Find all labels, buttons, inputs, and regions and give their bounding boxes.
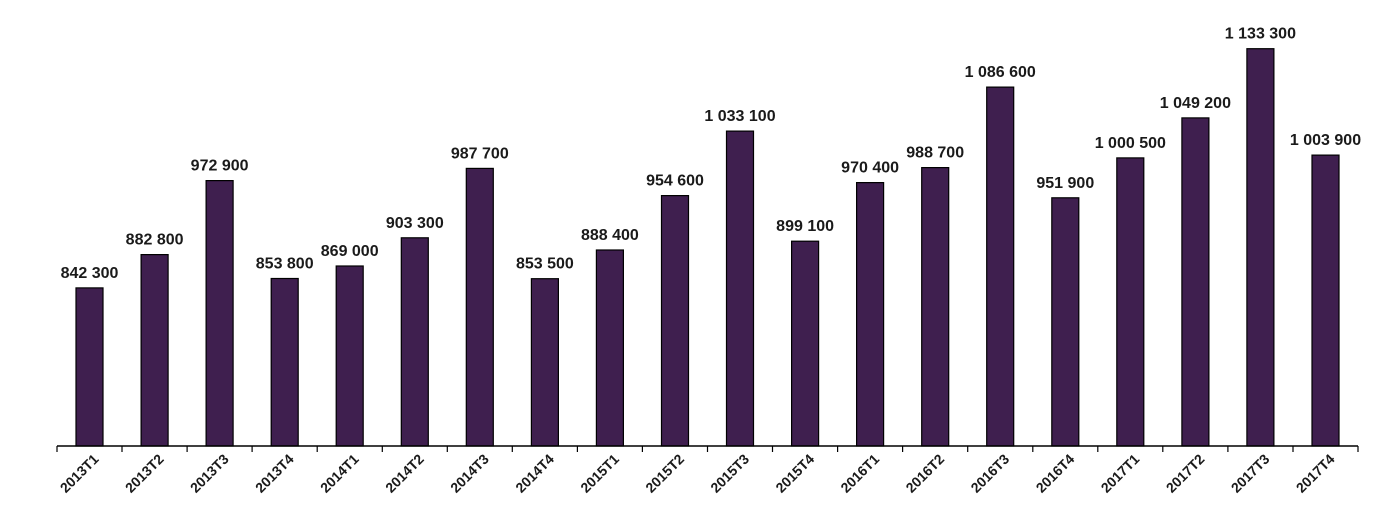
value-label-2014T3: 987 700 — [451, 145, 509, 162]
x-tick-label-2016T4: 2016T4 — [1033, 451, 1078, 496]
bar-2015T1 — [595, 249, 625, 447]
x-ticks-group — [56, 446, 1359, 452]
x-tick-label-2014T2: 2014T2 — [382, 451, 427, 496]
bar-2016T3 — [986, 86, 1015, 447]
value-label-2015T2: 954 600 — [646, 173, 704, 190]
x-tick-label-2015T3: 2015T3 — [707, 451, 752, 496]
bar-2014T2 — [400, 237, 429, 447]
value-label-2016T4: 951 900 — [1036, 175, 1094, 192]
x-tick-label-2017T4: 2017T4 — [1293, 451, 1338, 496]
value-label-2013T2: 882 800 — [126, 232, 184, 249]
bar-2017T2 — [1181, 117, 1210, 447]
x-tick-label-2017T1: 2017T1 — [1098, 451, 1143, 496]
x-tick-label-2015T1: 2015T1 — [577, 451, 622, 496]
x-tick-label-2015T4: 2015T4 — [772, 451, 817, 496]
bar-2013T1 — [75, 287, 104, 447]
bar-2014T3 — [465, 167, 494, 447]
value-label-2013T1: 842 300 — [61, 265, 119, 282]
value-labels-group: 842 300 882 800 972 900 853 800 869 000 903 3… — [61, 26, 1362, 282]
x-tick-label-2017T3: 2017T3 — [1228, 451, 1273, 496]
bar-2014T4 — [530, 278, 560, 447]
x-tick-label-2014T4: 2014T4 — [512, 451, 557, 496]
bar-2017T3 — [1246, 48, 1275, 447]
value-label-2013T3: 972 900 — [191, 158, 249, 175]
value-label-2014T1: 869 000 — [321, 243, 379, 260]
bar-2015T3 — [725, 130, 755, 447]
x-tick-label-2016T3: 2016T3 — [967, 451, 1012, 496]
bar-2015T4 — [790, 240, 820, 447]
value-label-2015T1: 888 400 — [581, 227, 639, 244]
x-tick-label-2017T2: 2017T2 — [1163, 451, 1208, 496]
value-label-2015T4: 899 100 — [776, 218, 834, 235]
x-tick-label-2013T3: 2013T3 — [187, 451, 232, 496]
bars-group — [75, 48, 1340, 447]
x-tick-labels-group: 2013T1 2013T2 2013T3 2013T4 2014T1 2014T2 2014… — [57, 451, 1338, 496]
x-tick-label-2013T2: 2013T2 — [122, 451, 167, 496]
value-label-2017T2: 1 049 200 — [1160, 95, 1231, 112]
value-label-2014T4: 853 500 — [516, 256, 574, 273]
x-tick-label-2015T2: 2015T2 — [642, 451, 687, 496]
value-label-2013T4: 853 800 — [256, 256, 314, 273]
bar-2013T3 — [205, 180, 234, 447]
x-tick-label-2013T1: 2013T1 — [57, 451, 102, 496]
value-label-2014T2: 903 300 — [386, 215, 444, 232]
value-label-2015T3: 1 033 100 — [704, 108, 775, 125]
bar-2017T4 — [1311, 154, 1340, 447]
bar-2013T2 — [140, 254, 169, 447]
bar-2013T4 — [270, 277, 299, 447]
value-label-2017T1: 1 000 500 — [1095, 135, 1166, 152]
value-label-2017T3: 1 133 300 — [1225, 26, 1296, 43]
bar-2016T4 — [1051, 197, 1080, 447]
value-label-2016T3: 1 086 600 — [965, 64, 1036, 81]
bar-2014T1 — [335, 265, 364, 447]
bar-2016T2 — [921, 167, 950, 447]
value-label-2017T4: 1 003 900 — [1290, 132, 1361, 149]
x-tick-label-2016T1: 2016T1 — [837, 451, 882, 496]
bar-2016T1 — [855, 182, 885, 447]
value-label-2016T2: 988 700 — [906, 145, 964, 162]
x-tick-label-2013T4: 2013T4 — [252, 451, 297, 496]
x-tick-label-2016T2: 2016T2 — [902, 451, 947, 496]
bar-2015T2 — [660, 195, 690, 447]
value-label-2016T1: 970 400 — [841, 160, 899, 177]
bar-2017T1 — [1116, 157, 1145, 447]
x-tick-label-2014T3: 2014T3 — [447, 451, 492, 496]
x-tick-label-2014T1: 2014T1 — [317, 451, 362, 496]
